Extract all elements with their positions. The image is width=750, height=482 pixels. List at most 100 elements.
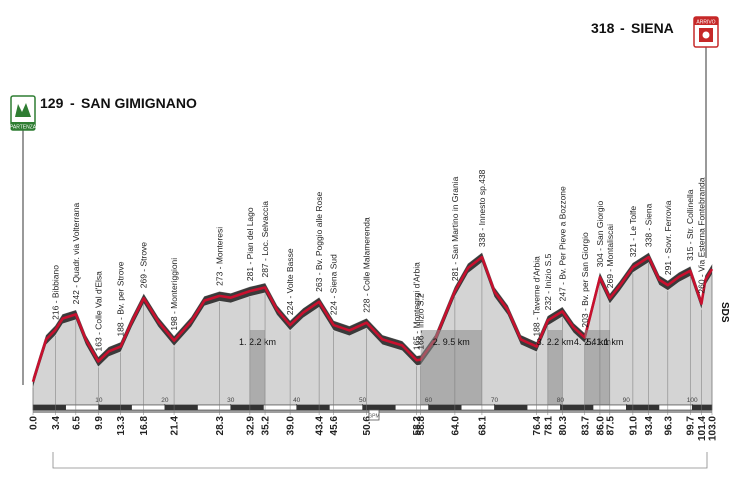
svg-text:-: - xyxy=(620,20,625,36)
ruler-tick-label: 80 xyxy=(557,397,565,404)
waypoint-label: 247 - Bv. Per Pieve a Bozzone xyxy=(557,186,567,301)
waypoint-label: 338 - Innesto sp.438 xyxy=(477,169,487,247)
waypoint-km: 50.6 xyxy=(362,416,373,436)
waypoint-km: 58.2 xyxy=(412,416,423,436)
waypoint-km: 64.0 xyxy=(450,416,461,436)
waypoint-km: 35.2 xyxy=(261,416,272,436)
waypoint-label: 203 - Bv. per San Giorgio xyxy=(580,232,590,328)
waypoint-km: 76.4 xyxy=(532,416,543,436)
sds-label: SDS xyxy=(719,302,730,323)
sector-label-3: 3. 2.2 km xyxy=(537,337,574,347)
start-marker: PARTENZA 129 - SAN GIMIGNANO xyxy=(10,95,197,385)
waypoint-label: 242 - Quadr. via Volterrana xyxy=(71,202,81,304)
waypoint-label: 338 - Siena xyxy=(644,203,654,247)
waypoint-label: 198 - Monteriggioni xyxy=(169,258,179,331)
waypoint-km: 78.1 xyxy=(543,416,554,436)
ruler-segment xyxy=(692,405,712,410)
waypoint-label: 228 - Colle Malamerenda xyxy=(362,217,372,313)
waypoint-label: 281 - Pian del Lago xyxy=(245,207,255,281)
waypoint-km: 16.8 xyxy=(139,416,150,436)
waypoint-label: 232 - Inizio S.5 xyxy=(543,253,553,310)
ruler-segment xyxy=(296,405,330,410)
ruler-tick-label: 50 xyxy=(359,397,367,404)
waypoint-label: 273 - Monteresi xyxy=(215,227,225,286)
waypoint-label: 281 - San Martino in Grania xyxy=(450,176,460,281)
waypoint-label: 260 - Via Esterna Fontebranda xyxy=(696,177,706,293)
waypoint-label: 269 - Strove xyxy=(139,242,149,289)
waypoint-km: 3.4 xyxy=(51,416,62,430)
finish-badge-text: ARRIVO xyxy=(696,20,715,26)
ruler-segment xyxy=(560,405,594,410)
waypoint-label: 188 - Taverne d'Arbia xyxy=(532,256,542,337)
ruler-tick-label: 40 xyxy=(293,397,301,404)
waypoint-label: 188 - Bv. per Strove xyxy=(116,261,126,336)
waypoint-label: 224 - Siena Sud xyxy=(329,254,339,315)
waypoint-km: 9.9 xyxy=(94,416,105,430)
ruler-segment xyxy=(164,405,198,410)
svg-text:-: - xyxy=(70,95,75,111)
waypoint-km: 39.0 xyxy=(286,416,297,436)
sector-label-1: 1. 2.2 km xyxy=(239,337,276,347)
sector-label-5: 5. 1.1 km xyxy=(586,337,623,347)
route-line xyxy=(31,255,714,383)
ruler-tick-label: 10 xyxy=(95,397,103,404)
start-name: SAN GIMIGNANO xyxy=(81,95,197,111)
distance-bracket xyxy=(52,452,708,469)
waypoint-label: 269 - Montaliscai xyxy=(605,224,615,288)
waypoint-km: 80.3 xyxy=(558,416,569,436)
waypoint-km: 87.5 xyxy=(605,416,616,436)
waypoint-km: 13.3 xyxy=(116,416,127,436)
gravel-sector-2 xyxy=(420,330,482,405)
ruler-tick-label: 60 xyxy=(425,397,433,404)
ruler-tick-label: 20 xyxy=(161,397,169,404)
ruler-tick-label: 100 xyxy=(687,397,698,404)
waypoint-km: 0.0 xyxy=(29,416,40,430)
gravel-sector-5 xyxy=(599,330,610,405)
hills-icon xyxy=(15,103,31,117)
ruler-segment xyxy=(362,405,396,410)
waypoint-km: 83.7 xyxy=(580,416,591,436)
waypoint-label: 165 - Montegrgi d'Arbia xyxy=(412,262,422,350)
waypoint-label: 315 - Str. Collinella xyxy=(685,189,695,261)
waypoint-km: 101.4 xyxy=(697,416,708,441)
gravel-sector-1 xyxy=(249,330,266,405)
start-altitude: 129 xyxy=(40,95,64,111)
sector-label-4: 4. 2.4 km xyxy=(574,337,611,347)
ruler-segment xyxy=(626,405,660,410)
ruler-tick-label: 30 xyxy=(227,397,235,404)
waypoint-km: 93.4 xyxy=(644,416,655,436)
waypoint-km: 43.4 xyxy=(315,416,326,436)
svg-text:GPM: GPM xyxy=(368,414,379,420)
waypoint-label: 263 - Bv. Poggio alle Rose xyxy=(314,192,324,292)
ruler-segment xyxy=(33,405,66,410)
ruler-tick-label: 90 xyxy=(623,397,631,404)
waypoint-km: 32.9 xyxy=(245,416,256,436)
waypoint-km: 68.1 xyxy=(477,416,488,436)
waypoint-label: 291 - Sovr. Ferrovia xyxy=(663,200,673,275)
start-badge-text: PARTENZA xyxy=(10,125,37,131)
waypoint-km: 45.6 xyxy=(329,416,340,436)
finish-name: SIENA xyxy=(631,20,674,36)
ruler-segment xyxy=(494,405,528,410)
waypoint-label: 321 - Le Tolfe xyxy=(628,206,638,258)
waypoint-label: 287 - Loc. Selvaccia xyxy=(260,201,270,278)
waypoint-km: 86.0 xyxy=(595,416,606,436)
ruler-segment xyxy=(428,405,462,410)
waypoint-label: 163 - Colle Val d'Elsa xyxy=(93,271,103,352)
waypoint-km: 58.8 xyxy=(416,416,427,436)
waypoint-km: 91.0 xyxy=(628,416,639,436)
waypoint-label: 304 - San Giorgio xyxy=(595,200,605,267)
ruler-segment xyxy=(98,405,132,410)
waypoint-km: 21.4 xyxy=(170,416,181,436)
waypoint-km: 103.0 xyxy=(708,416,719,441)
ruler-tick-label: 70 xyxy=(491,397,499,404)
waypoint-km: 28.3 xyxy=(215,416,226,436)
gravel-sector-4 xyxy=(584,330,600,405)
sector-label-2: 2. 9.5 km xyxy=(433,337,470,347)
gravel-sector-3 xyxy=(547,330,563,405)
waypoint-km: 6.5 xyxy=(71,416,82,430)
ruler-segment xyxy=(230,405,264,410)
finish-altitude: 318 xyxy=(591,20,615,36)
